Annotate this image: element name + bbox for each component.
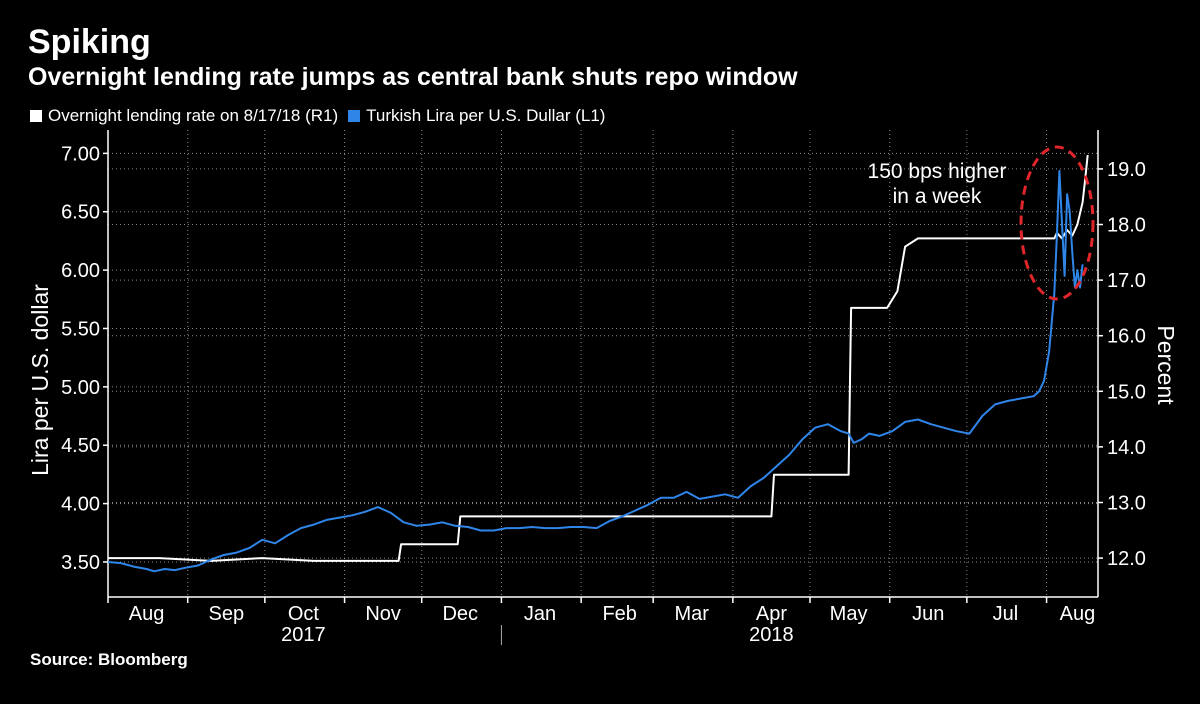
right-tick-label: 12.0 — [1107, 548, 1146, 570]
right-tick-label: 17.0 — [1107, 270, 1146, 292]
right-tick-label: 13.0 — [1107, 492, 1146, 514]
legend: Overnight lending rate on 8/17/18 (R1) T… — [30, 106, 615, 126]
right-axis-label: Percent — [1153, 325, 1179, 405]
series-line-overnight-rate — [108, 154, 1089, 562]
annotation-text-line-2: in a week — [893, 185, 982, 208]
right-tick-label: 15.0 — [1107, 381, 1146, 403]
x-year-label: 2018 — [749, 624, 794, 646]
x-month-label: Jul — [993, 603, 1019, 625]
left-tick-label: 5.50 — [61, 318, 100, 340]
right-tick-label: 18.0 — [1107, 215, 1146, 237]
left-tick-label: 6.00 — [61, 260, 100, 282]
series-layer — [107, 154, 1089, 573]
annotation-ellipse — [1019, 145, 1095, 301]
left-tick-label: 4.50 — [61, 435, 100, 457]
x-year-label: 2017 — [281, 624, 326, 646]
x-month-label: May — [830, 603, 868, 625]
left-tick-label: 5.00 — [61, 377, 100, 399]
left-tick-label: 7.00 — [61, 143, 100, 165]
legend-item-lira: Turkish Lira per U.S. Dullar (L1) — [348, 106, 605, 126]
x-month-label: Aug — [1060, 603, 1096, 625]
x-month-label: Oct — [288, 603, 320, 625]
chart-title: Spiking — [28, 23, 151, 61]
annotation-text-line-1: 150 bps higher — [868, 160, 1007, 183]
x-month-label: Jan — [524, 603, 556, 625]
left-axis-label: Lira per U.S. dollar — [27, 284, 53, 476]
right-tick-label: 16.0 — [1107, 326, 1146, 348]
x-month-label: Dec — [442, 603, 478, 625]
left-tick-label: 4.00 — [61, 494, 100, 516]
x-month-label: Aug — [129, 603, 165, 625]
annotation-layer: 150 bps higher in a week — [868, 145, 1095, 301]
x-month-label: Nov — [365, 603, 401, 625]
chart-subtitle: Overnight lending rate jumps as central … — [28, 63, 798, 91]
axes-layer: 3.50 4.00 4.50 5.00 5.50 6.00 6.50 7.00 12.0 13.0… — [61, 130, 1146, 646]
x-month-label: Jun — [912, 603, 944, 625]
x-month-label: Feb — [602, 603, 636, 625]
series-line-lira — [107, 169, 1084, 573]
legend-swatch-lira — [348, 110, 361, 122]
source-note: Source: Bloomberg — [30, 650, 188, 669]
x-month-label: Sep — [208, 603, 244, 625]
legend-item-rate: Overnight lending rate on 8/17/18 (R1) — [30, 106, 338, 126]
legend-label-lira: Turkish Lira per U.S. Dullar (L1) — [366, 106, 606, 125]
left-tick-label: 6.50 — [61, 202, 100, 224]
x-month-label: Mar — [674, 603, 709, 625]
legend-swatch-rate — [30, 110, 42, 122]
right-tick-label: 19.0 — [1107, 159, 1146, 181]
x-month-label: Apr — [756, 603, 787, 625]
right-tick-label: 14.0 — [1107, 437, 1146, 459]
left-tick-label: 3.50 — [61, 552, 100, 574]
legend-label-rate: Overnight lending rate on 8/17/18 (R1) — [48, 106, 339, 125]
